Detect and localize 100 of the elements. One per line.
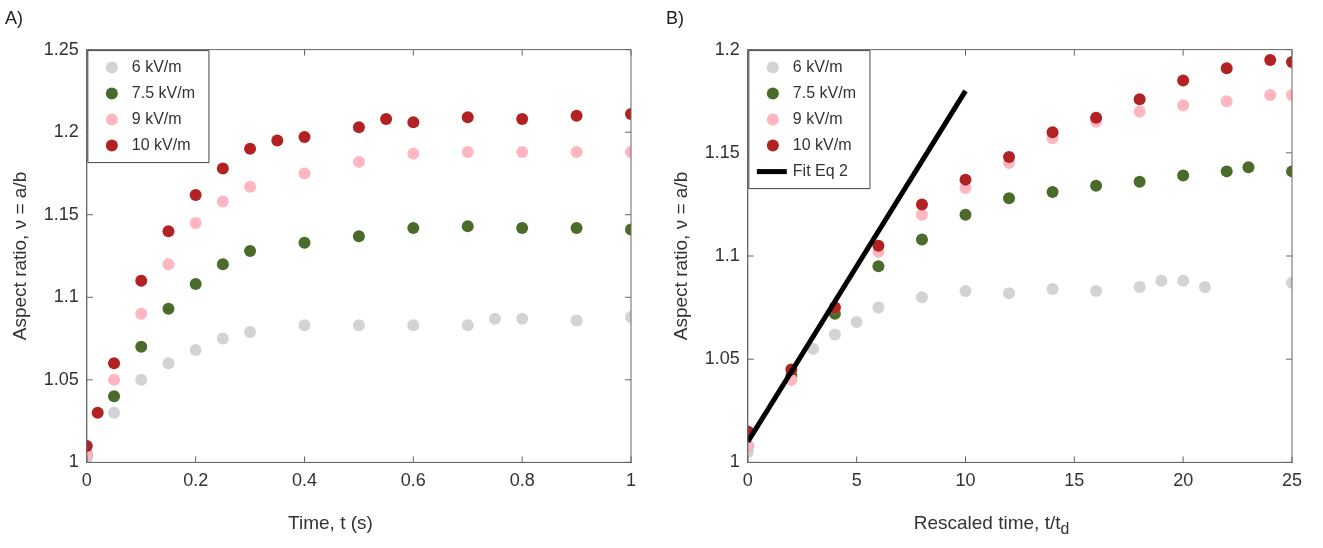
point <box>162 302 175 315</box>
point <box>570 314 583 327</box>
point <box>1003 150 1016 163</box>
point <box>189 344 202 357</box>
point <box>1220 62 1233 75</box>
y-tick-label: 1.25 <box>43 38 79 59</box>
point <box>461 145 474 158</box>
point <box>407 319 420 332</box>
legend-label: Fit Eq 2 <box>792 162 849 180</box>
point <box>1133 280 1146 293</box>
point <box>1177 274 1190 287</box>
point <box>488 312 501 325</box>
point <box>244 325 257 338</box>
point <box>352 230 365 243</box>
point <box>1242 161 1255 174</box>
point <box>216 195 229 208</box>
point <box>108 357 121 370</box>
point <box>135 340 148 353</box>
point <box>1090 111 1103 124</box>
y-tick-label: 1.05 <box>704 348 740 369</box>
y-tick-label: 1.15 <box>704 141 740 162</box>
x-axis-title: Rescaled time, t/t$_{d}$ <box>912 512 1071 538</box>
point <box>1177 169 1190 182</box>
x-tick-label: 15 <box>1064 470 1085 491</box>
point <box>516 312 529 325</box>
x-tick-label: 20 <box>1173 470 1194 491</box>
chart-title: A) <box>5 7 23 28</box>
point <box>216 162 229 175</box>
point <box>872 239 885 252</box>
point <box>1046 126 1059 139</box>
point <box>298 236 311 249</box>
point <box>1133 175 1146 188</box>
point <box>872 301 885 314</box>
y-axis-title: Aspect ratio, ν = a/b <box>669 171 691 341</box>
x-tick-label: 0.6 <box>400 470 426 491</box>
y-tick-label: 1.2 <box>53 121 79 142</box>
point <box>380 112 393 125</box>
point <box>189 278 202 291</box>
point <box>1198 280 1211 293</box>
point <box>570 145 583 158</box>
point <box>108 373 121 386</box>
point <box>244 180 257 193</box>
legend-label: 10 kV/m <box>792 136 852 154</box>
point <box>1220 165 1233 178</box>
point <box>352 121 365 134</box>
point <box>872 260 885 273</box>
legend-label: 7.5 kV/m <box>792 84 856 102</box>
point <box>1177 74 1190 87</box>
x-axis-title: Time, t (s) <box>287 512 374 534</box>
point <box>407 116 420 129</box>
point <box>1133 93 1146 106</box>
legend-label: 7.5 kV/m <box>131 84 195 102</box>
y-axis-title: Aspect ratio, ν = a/b <box>8 171 30 341</box>
point <box>108 406 121 419</box>
point <box>516 221 529 234</box>
point <box>91 406 104 419</box>
x-tick-label: 0.8 <box>509 470 535 491</box>
point <box>1155 274 1168 287</box>
point <box>352 155 365 168</box>
legend-label: 9 kV/m <box>131 110 182 128</box>
point <box>1264 53 1277 66</box>
x-tick-label: 0 <box>81 470 92 491</box>
point <box>244 142 257 155</box>
point <box>135 307 148 320</box>
point <box>162 357 175 370</box>
point <box>828 328 841 341</box>
y-tick-label: 1.15 <box>43 203 79 224</box>
point <box>1090 285 1103 298</box>
point <box>461 111 474 124</box>
point <box>352 319 365 332</box>
point <box>915 198 928 211</box>
x-tick-label: 5 <box>851 470 862 491</box>
point <box>516 112 529 125</box>
point <box>135 373 148 386</box>
point <box>461 319 474 332</box>
point <box>271 134 284 147</box>
point <box>959 173 972 186</box>
point <box>959 285 972 298</box>
point <box>516 145 529 158</box>
point <box>407 221 420 234</box>
point <box>216 332 229 345</box>
y-tick-label: 1.2 <box>714 38 740 59</box>
point <box>1090 179 1103 192</box>
point <box>1133 105 1146 118</box>
x-tick-label: 0.2 <box>183 470 209 491</box>
point <box>244 245 257 258</box>
point <box>959 208 972 221</box>
point <box>850 316 863 329</box>
point <box>915 233 928 246</box>
point <box>1046 186 1059 199</box>
point <box>189 216 202 229</box>
point <box>298 167 311 180</box>
point <box>915 208 928 221</box>
point <box>298 131 311 144</box>
point <box>162 258 175 271</box>
y-tick-label: 1.1 <box>714 244 740 265</box>
x-tick-label: 0 <box>742 470 753 491</box>
point <box>1046 283 1059 296</box>
point <box>1003 287 1016 300</box>
point <box>108 390 121 403</box>
